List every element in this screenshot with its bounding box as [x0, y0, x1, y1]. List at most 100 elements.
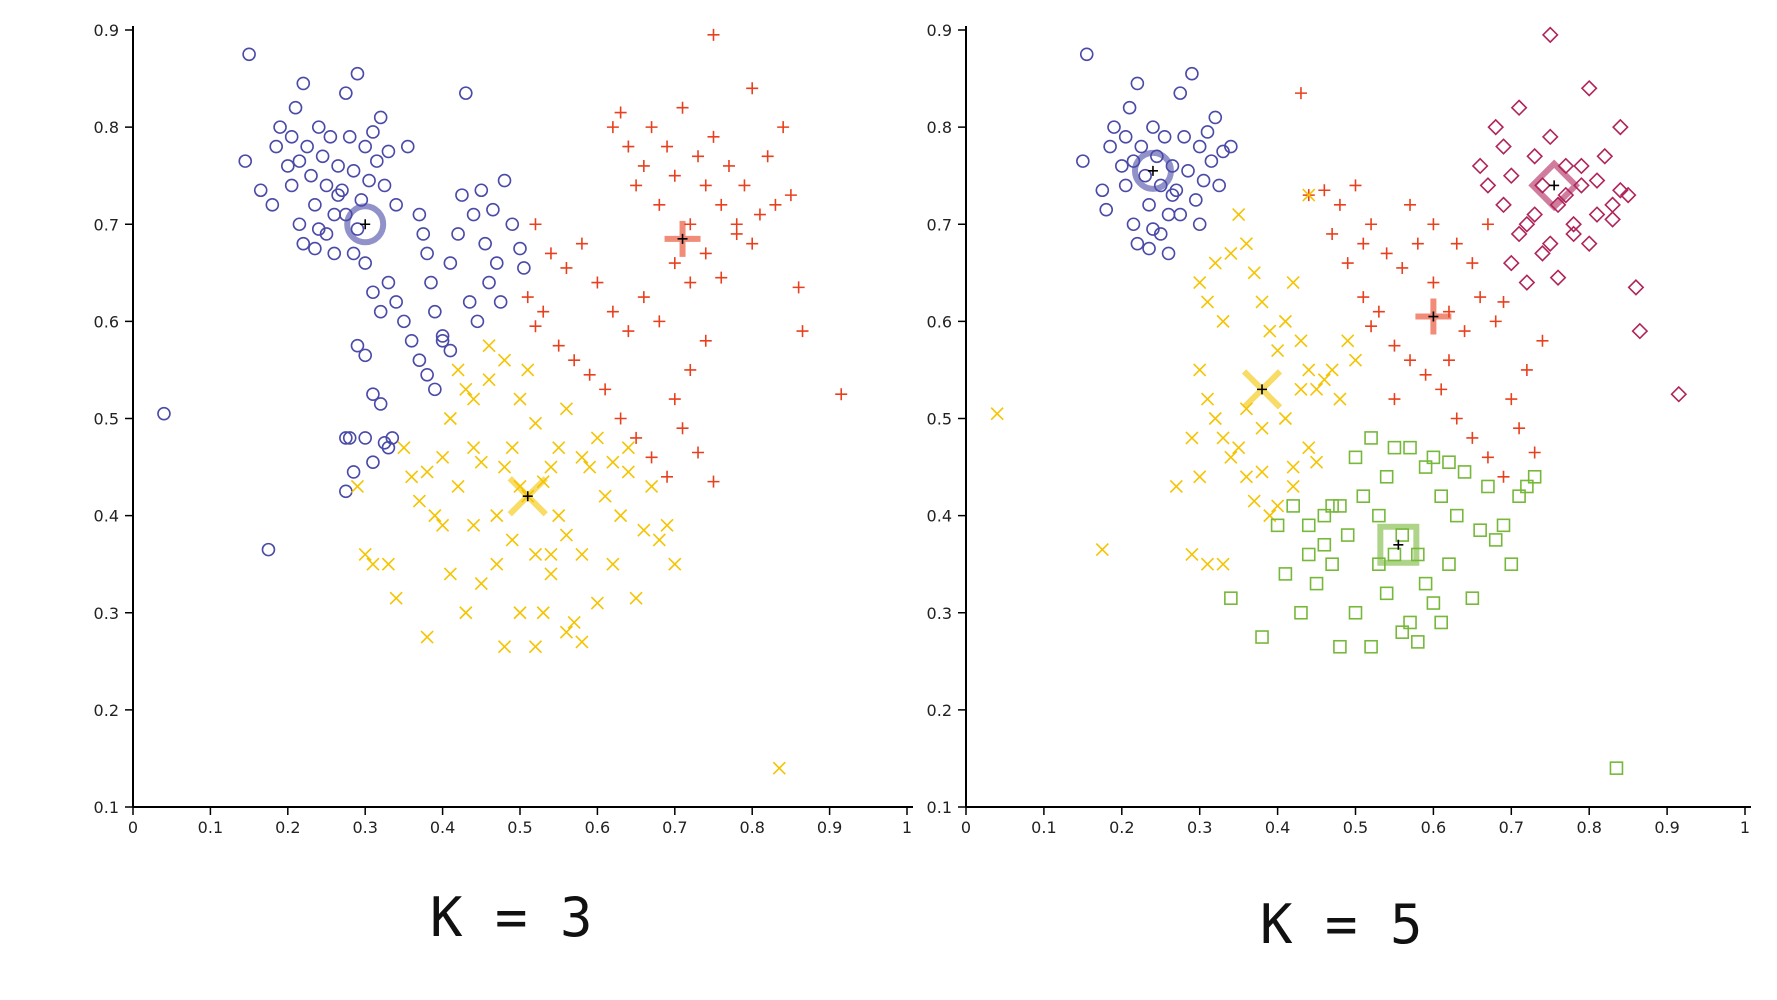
data-point: [1232, 441, 1246, 455]
data-point: [342, 431, 357, 445]
data-point: [1604, 196, 1621, 214]
data-point: [1134, 139, 1149, 154]
x-tick-label: 0.5: [507, 818, 532, 837]
data-point: [1418, 576, 1433, 591]
data-point: [435, 333, 450, 348]
data-point: [645, 121, 658, 134]
data-point: [1326, 227, 1339, 240]
data-point: [536, 606, 550, 620]
data-point: [583, 460, 597, 474]
x-tick-label: 0.3: [1187, 818, 1212, 837]
data-point: [1565, 215, 1582, 233]
data-point: [606, 121, 619, 134]
data-point: [1333, 392, 1347, 406]
data-point: [692, 150, 705, 163]
data-point: [552, 441, 566, 455]
data-point: [1255, 465, 1269, 479]
data-point: [590, 596, 604, 610]
x-tick-label: 0.9: [1654, 818, 1679, 837]
data-point: [777, 121, 790, 134]
data-point: [1670, 385, 1688, 403]
data-point: [660, 518, 674, 532]
data-point: [443, 343, 458, 358]
data-point: [1153, 227, 1168, 241]
data-point: [1317, 373, 1331, 387]
data-point: [513, 606, 527, 620]
series-plus: [521, 28, 848, 488]
data-point: [478, 236, 492, 251]
data-point: [684, 363, 697, 376]
data-point: [1146, 222, 1160, 236]
data-point: [1255, 630, 1269, 644]
data-point: [1541, 128, 1559, 146]
data-point: [436, 518, 450, 532]
data-point: [1442, 557, 1456, 571]
data-point: [505, 441, 519, 455]
data-point: [661, 470, 674, 483]
data-point: [242, 47, 256, 62]
data-point: [1380, 247, 1393, 260]
data-point: [435, 329, 450, 343]
data-point: [482, 339, 496, 353]
data-point: [1200, 295, 1215, 309]
data-point: [1481, 479, 1495, 494]
data-point: [1388, 393, 1401, 406]
data-point: [1294, 382, 1308, 396]
data-point: [1239, 237, 1254, 251]
data-point: [614, 412, 627, 425]
data-point: [1364, 639, 1378, 654]
data-point: [400, 139, 415, 154]
y-tick-label: 0.7: [927, 215, 952, 234]
centroid-center: [1147, 165, 1158, 176]
data-point: [1411, 635, 1425, 649]
data-point: [1138, 168, 1152, 183]
scatter-plot-k3: 0 0.1 0.2 0.3 0.4 0.5 0.6 0.7 0.8 0.9 1 0.1 0.2 0.3 0.…: [94, 21, 913, 837]
data-point: [292, 217, 307, 232]
data-point: [1372, 305, 1385, 318]
data-point: [1189, 193, 1203, 207]
data-point: [1079, 47, 1094, 62]
x-tick-label: 1: [1740, 818, 1750, 837]
data-point: [1200, 125, 1215, 139]
data-point: [676, 422, 689, 435]
data-point: [1309, 382, 1324, 396]
data-point: [428, 509, 442, 523]
data-point: [1403, 440, 1417, 455]
x-tick-label: 0.6: [585, 818, 610, 837]
data-point: [381, 275, 396, 290]
data-point: [1142, 198, 1156, 212]
data-point: [637, 523, 651, 537]
data-point: [466, 441, 481, 455]
data-point: [1488, 533, 1503, 547]
data-point: [637, 159, 650, 172]
data-point: [552, 339, 565, 352]
data-point: [482, 373, 496, 387]
data-point: [1404, 198, 1417, 211]
y-tick-label: 0.1: [94, 798, 119, 817]
data-point: [653, 315, 666, 328]
data-point: [575, 237, 588, 250]
data-point: [1612, 118, 1629, 136]
series-x: [990, 188, 1363, 571]
data-point: [474, 183, 489, 198]
y-tick-label: 0.5: [927, 410, 952, 429]
data-point: [373, 304, 388, 319]
data-point: [308, 241, 322, 256]
data-point: [269, 139, 283, 154]
data-point: [1395, 528, 1410, 542]
data-point: [699, 179, 712, 192]
data-point: [1301, 518, 1316, 533]
data-point: [1294, 605, 1308, 620]
data-point: [362, 173, 376, 188]
data-point: [350, 479, 365, 494]
data-point: [1224, 591, 1238, 605]
data-point: [331, 159, 345, 173]
data-point: [497, 353, 512, 367]
data-point: [1247, 494, 1261, 508]
data-point: [990, 407, 1004, 421]
data-point: [1142, 241, 1156, 256]
data-point: [1341, 334, 1355, 348]
data-point: [746, 82, 759, 95]
data-point: [424, 275, 438, 290]
